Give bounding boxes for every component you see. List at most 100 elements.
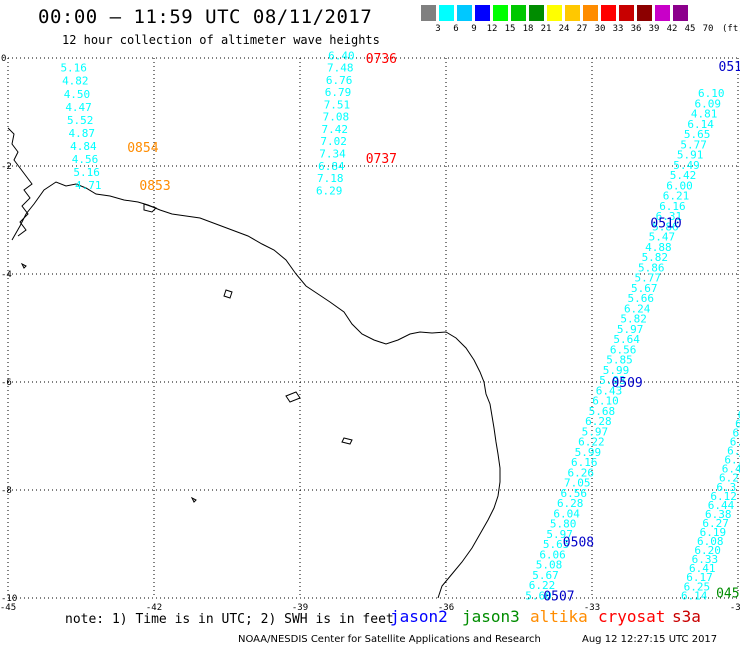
satellite-name: jason3 [462,607,520,626]
y-tick-labels: 0 -2 -4 -6 -8 -10 [1,54,17,604]
legend-label: 30 [594,24,606,34]
x-tick-label: -36 [438,603,454,610]
wave-height-value: 6.00 [666,179,693,192]
legend-unit: (ft) [722,24,740,34]
wave-height-value: 5.77 [680,138,707,151]
wave-height-value: 5.66 [627,292,654,305]
wave-height-value: 6.10 [698,87,725,100]
x-tick-label: -30 [730,603,740,610]
wave-height-value: 5.82 [642,251,669,264]
y-tick-label: -6 [1,378,12,388]
wave-height-value: 4.47 [65,101,92,114]
page-title: 00:00 – 11:59 UTC 08/11/2017 [38,6,373,28]
wave-height-value: 6.10 [592,395,619,408]
x-tick-label: -42 [146,603,162,610]
wave-height-value: 5.16 [73,166,100,179]
legend-swatch [637,5,653,21]
wave-height-value: 6.17 [686,571,713,584]
wave-height-value: 4.50 [64,88,91,101]
pass-time-labels: 0736 0737 0854 0853 0511 0510 0509 0508 0507 0459 [127,52,740,604]
legend-label: 27 [576,24,588,34]
satellite-name: altika [530,607,588,626]
y-tick-label: -4 [1,270,12,280]
pass-time-label: 0510 [650,217,681,232]
x-tick-label: -33 [584,603,600,610]
wave-height-value: 7.48 [327,62,354,75]
legend-label: 3 [435,24,441,34]
wave-height-value: 6.20 [694,544,721,557]
pass-time-label: 0507 [543,589,574,604]
legend-label: 39 [648,24,660,34]
pass-time-label: 0508 [563,535,594,550]
wave-height-value: 6.28 [585,415,612,428]
wave-height-value: 6.25 [684,580,711,593]
coastline-north [7,127,33,237]
wave-height-value: 6.27 [702,517,729,530]
legend-label: 45 [684,24,696,34]
wave-height-value: 4.88 [645,241,672,254]
wave-height-value: 6.84 [318,160,345,173]
wave-height-value: 5.49 [673,159,700,172]
legend-label: 21 [540,24,552,34]
wave-height-map: -45-42-39-36-33-30 0-2-4-6-8-10 5.164.82… [0,50,740,610]
wave-height-value: 6.43 [596,384,623,397]
wave-height-value: 7.18 [317,172,344,185]
legend-label: 15 [504,24,516,34]
wave-height-value: 7.51 [324,98,351,111]
legend-label: 36 [630,24,642,34]
wave-height-value: 5.68 [589,405,616,418]
generated-timestamp: Aug 12 12:27:15 UTC 2017 [582,634,718,645]
wave-height-value: 6.3 [716,481,736,494]
wave-height-value: 6.24 [624,302,651,315]
wave-height-value: 5.65 [543,538,570,551]
wave-height-value: 6.04 [553,507,580,520]
island-3 [285,391,301,403]
legend-swatch [439,5,455,21]
wave-height-value: 6.5 [738,408,740,421]
legend-label: 42 [666,24,678,34]
wave-height-value: 5.97 [582,425,609,438]
wave-height-value: 5.86 [652,220,679,233]
y-tick-label: -10 [1,594,17,604]
legend-swatch [673,5,689,21]
wave-height-value: 5.16 [60,62,87,75]
wave-height-value: 5.60 [525,589,552,602]
island-2 [223,289,233,299]
island-5 [20,262,27,269]
wave-height-value: 7.08 [323,111,350,124]
pass-time-label: 0737 [366,152,397,167]
wave-height-value: 6.2 [730,436,740,449]
wave-height-value: 6.40 [328,50,355,62]
wave-height-value: 6.22 [578,436,605,449]
wave-height-value: 4.87 [69,127,96,140]
legend-swatch [529,5,545,21]
legend-label: 70 [702,24,714,34]
wave-height-value: 6.1 [724,454,740,467]
satellite-name: s3a [672,607,701,626]
legend-swatch [601,5,617,21]
pass-time-label: 0509 [611,376,642,391]
wave-height-value: 5.67 [532,569,559,582]
wave-height-value: 5.86 [638,261,665,274]
coastline [11,181,501,599]
legend-label: 33 [612,24,624,34]
island-4 [341,437,353,445]
legend-swatch [691,5,707,21]
wave-height-value: 5.47 [649,231,676,244]
wave-height-value: 6.12 [710,490,737,503]
legend-label: 24 [558,24,570,34]
wave-height-value: 6.38 [705,508,732,521]
wave-height-value: 5.67 [631,282,658,295]
wave-height-value: 6.33 [692,553,719,566]
x-tick-label: -45 [0,603,16,610]
wave-height-value: 5.80 [550,518,577,531]
wave-height-value: 4.56 [72,153,99,166]
wave-height-value: 5.99 [575,446,602,459]
wave-height-value: 6.28 [557,497,584,510]
wave-height-value: 6.44 [708,499,735,512]
wave-height-value: 6.16 [571,456,598,469]
credit-text: NOAA/NESDIS Center for Satellite Applica… [238,634,541,645]
wave-height-value: 5.65 [684,128,711,141]
legend-swatch [475,5,491,21]
wave-height-value: 6.16 [659,200,686,213]
